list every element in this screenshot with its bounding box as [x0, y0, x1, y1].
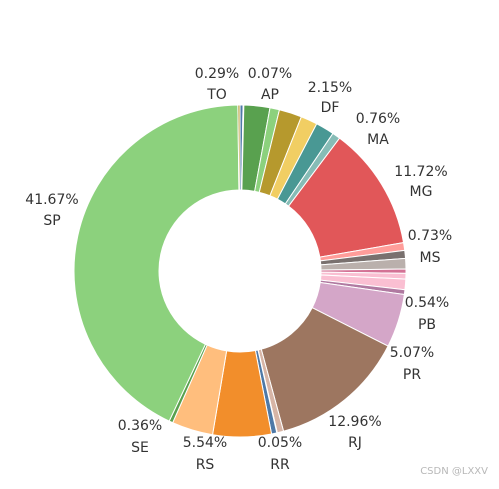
watermark: CSDN @LXXV — [420, 466, 488, 477]
donut-slices — [73, 104, 407, 438]
slice-label-df: DF — [321, 100, 340, 116]
slice-label-ap: AP — [261, 87, 279, 103]
slice-sp — [73, 104, 240, 422]
slice-pct-df: 2.15% — [308, 80, 352, 96]
slice-pct-ma: 0.76% — [356, 111, 400, 127]
slice-pct-pb: 0.54% — [405, 295, 449, 311]
slice-label-rj: RJ — [348, 435, 362, 451]
donut-labels: 0.29% TO 0.07% AP 2.15% DF 0.76% MA 11.72% MG 0.73… — [25, 66, 452, 473]
slice-pct-to: 0.29% — [195, 66, 239, 82]
slice-label-pr: PR — [403, 367, 421, 383]
slice-pct-rs: 5.54% — [183, 435, 227, 451]
slice-label-ms: MS — [420, 250, 441, 266]
slice-label-se: SE — [131, 440, 149, 456]
slice-label-pb: PB — [418, 317, 436, 333]
slice-pct-pr: 5.07% — [390, 345, 434, 361]
slice-pct-ms: 0.73% — [408, 228, 452, 244]
slice-label-sp: SP — [43, 213, 60, 229]
slice-label-ma: MA — [367, 132, 389, 148]
slice-pct-se: 0.36% — [118, 418, 162, 434]
slice-pct-mg: 11.72% — [394, 164, 447, 180]
slice-pct-rr: 0.05% — [258, 435, 302, 451]
slice-unlabeled-25 — [237, 104, 241, 191]
slice-pct-rj: 12.96% — [328, 414, 381, 430]
slice-label-to: TO — [206, 87, 227, 103]
slice-pct-ap: 0.07% — [248, 66, 292, 82]
slice-label-rs: RS — [196, 457, 215, 473]
slice-pct-sp: 41.67% — [25, 192, 78, 208]
slice-label-mg: MG — [410, 184, 433, 200]
slice-label-rr: RR — [270, 457, 290, 473]
